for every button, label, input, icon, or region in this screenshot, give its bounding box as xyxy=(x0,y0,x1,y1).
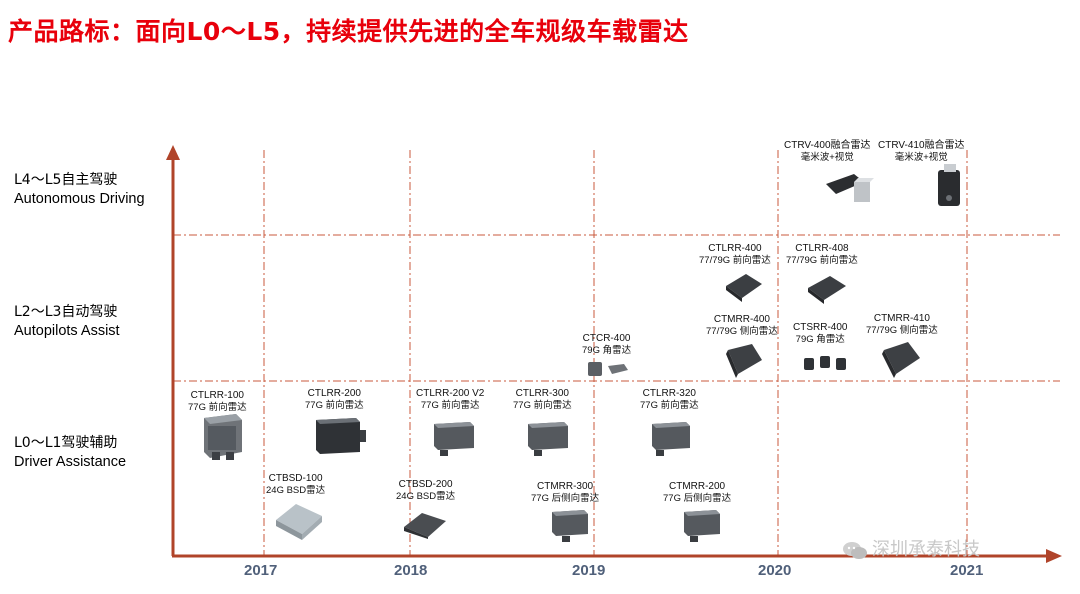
device-ctmrr-200-image xyxy=(684,510,720,542)
device-ctcr-400-image xyxy=(588,362,628,376)
product-ctrv-400: CTRV-400融合雷达 毫米波+视觉 xyxy=(784,140,871,164)
product-ctcr-400: CTCR-400 79G 角雷达 xyxy=(582,333,631,357)
product-desc: 24G BSD雷达 xyxy=(396,491,456,502)
product-desc: 24G BSD雷达 xyxy=(266,485,326,496)
wechat-icon xyxy=(843,542,867,559)
product-name: CTLRR-100 xyxy=(190,390,244,401)
level-cn: L2～L3自动驾驶 xyxy=(14,304,118,320)
product-ctbsd-100: CTBSD-100 24G BSD雷达 xyxy=(266,473,325,497)
device-ctsrr-400-image xyxy=(804,356,846,370)
device-ctbsd-200-image xyxy=(404,513,446,539)
product-desc: 77G 后侧向雷达 xyxy=(663,493,732,504)
level-en: Driver Assistance xyxy=(14,454,127,470)
year-label: 2021 xyxy=(950,562,984,579)
product-desc: 79G 角雷达 xyxy=(582,345,632,356)
product-desc: 77G 前向雷达 xyxy=(305,400,364,411)
product-desc: 77G 前向雷达 xyxy=(188,402,247,413)
product-ctlrr-200-v2: CTLRR-200 V2 77G 前向雷达 xyxy=(416,388,484,412)
product-name: CTMRR-410 xyxy=(873,313,930,324)
page-title: 产品路标：面向L0～L5，持续提供先进的全车规级车载雷达 xyxy=(8,17,689,46)
product-name: CTMRR-300 xyxy=(536,481,594,492)
product-ctlrr-100: CTLRR-100 77G 前向雷达 xyxy=(188,390,247,414)
product-desc: 77G 后侧向雷达 xyxy=(531,493,600,504)
product-ctlrr-408: CTLRR-408 77/79G 前向雷达 xyxy=(786,243,858,267)
product-ctmrr-400: CTMRR-400 77/79G 侧向雷达 xyxy=(706,314,778,338)
level-en: Autonomous Driving xyxy=(14,191,145,207)
device-ctlrr-408-image xyxy=(808,276,846,304)
product-name: CTRV-410融合雷达 xyxy=(878,140,965,151)
y-axis-arrow xyxy=(166,145,180,160)
watermark: 深圳承泰科技 xyxy=(842,535,980,561)
watermark-text: 深圳承泰科技 xyxy=(872,539,980,560)
product-desc: 77G 前向雷达 xyxy=(420,400,480,411)
product-ctbsd-200: CTBSD-200 24G BSD雷达 xyxy=(396,479,455,503)
product-ctlrr-300: CTLRR-300 77G 前向雷达 xyxy=(513,388,572,412)
product-ctlrr-400: CTLRR-400 77/79G 前向雷达 xyxy=(699,243,771,267)
device-ctmrr-300-image xyxy=(552,510,588,542)
product-name: CTMRR-400 xyxy=(713,314,770,325)
product-name: CTBSD-100 xyxy=(268,473,323,484)
product-name: CTLRR-408 xyxy=(795,243,849,254)
device-ctrv-410-image xyxy=(938,164,960,206)
device-ctlrr-200-image xyxy=(316,418,366,454)
year-label: 2019 xyxy=(572,562,606,579)
device-ctlrr-320-image xyxy=(652,422,690,456)
level-l4-l5: L4～L5自主驾驶 Autonomous Driving xyxy=(14,171,145,209)
product-ctlrr-320: CTLRR-320 77G 前向雷达 xyxy=(640,388,699,412)
product-ctlrr-200: CTLRR-200 77G 前向雷达 xyxy=(305,388,364,412)
level-l0-l1: L0～L1驾驶辅助 Driver Assistance xyxy=(14,434,126,472)
product-ctmrr-200: CTMRR-200 77G 后侧向雷达 xyxy=(663,481,731,505)
product-desc: 77/79G 前向雷达 xyxy=(786,255,858,266)
product-desc: 79G 角雷达 xyxy=(795,334,845,345)
year-label: 2018 xyxy=(394,562,428,579)
product-name: CTRV-400融合雷达 xyxy=(784,140,871,151)
year-label: 2017 xyxy=(244,562,278,579)
device-ctmrr-400-image xyxy=(726,344,762,378)
product-name: CTSRR-400 xyxy=(793,322,848,333)
product-ctsrr-400: CTSRR-400 79G 角雷达 xyxy=(793,322,847,346)
x-axis-arrow xyxy=(1046,549,1062,563)
product-ctmrr-410: CTMRR-410 77/79G 侧向雷达 xyxy=(866,313,938,337)
level-cn: L4～L5自主驾驶 xyxy=(14,172,118,188)
device-ctlrr-200-v2-image xyxy=(434,422,474,456)
product-name: CTCR-400 xyxy=(582,333,631,344)
product-ctrv-410: CTRV-410融合雷达 毫米波+视觉 xyxy=(878,140,965,164)
device-ctrv-400-image xyxy=(826,174,874,202)
product-name: CTLRR-300 xyxy=(515,388,569,399)
device-ctlrr-400-image xyxy=(726,274,762,302)
product-desc: 77/79G 侧向雷达 xyxy=(866,325,938,336)
device-ctmrr-410-image xyxy=(882,342,920,378)
product-name: CTBSD-200 xyxy=(398,479,453,490)
product-name: CTMRR-200 xyxy=(668,481,726,492)
level-cn: L0～L1驾驶辅助 xyxy=(14,435,118,451)
level-l2-l3: L2～L3自动驾驶 Autopilots Assist xyxy=(14,303,120,341)
product-name: CTLRR-200 xyxy=(307,388,361,399)
device-ctlrr-300-image xyxy=(528,422,568,456)
product-desc: 77G 前向雷达 xyxy=(513,400,572,411)
device-ctlrr-100-image xyxy=(204,414,242,460)
product-name: CTLRR-320 xyxy=(642,388,696,399)
product-desc: 77/79G 侧向雷达 xyxy=(706,326,778,337)
product-desc: 77/79G 前向雷达 xyxy=(699,255,771,266)
product-desc: 77G 前向雷达 xyxy=(640,400,699,411)
year-label: 2020 xyxy=(758,562,792,579)
product-desc: 毫米波+视觉 xyxy=(800,152,854,163)
product-ctmrr-300: CTMRR-300 77G 后侧向雷达 xyxy=(531,481,599,505)
product-name: CTLRR-200 V2 xyxy=(416,388,485,399)
product-desc: 毫米波+视觉 xyxy=(894,152,948,163)
device-ctbsd-100-image xyxy=(276,504,322,540)
level-en: Autopilots Assist xyxy=(14,323,120,339)
product-name: CTLRR-400 xyxy=(708,243,762,254)
